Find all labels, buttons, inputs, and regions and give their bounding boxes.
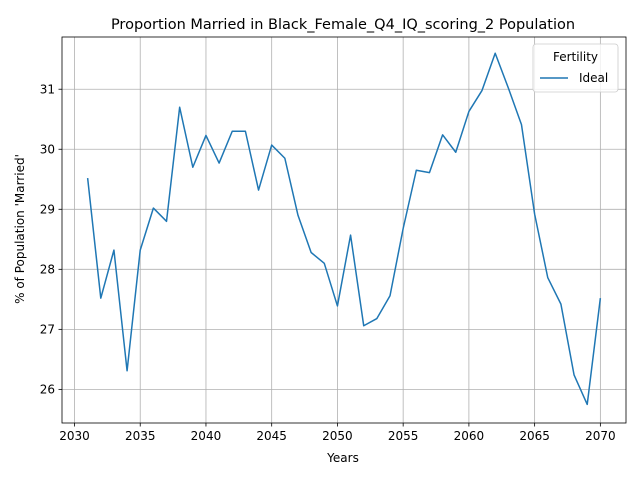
y-axis-label: % of Population 'Married': [13, 154, 27, 304]
x-tick-label: 2035: [125, 429, 156, 443]
x-tick-label: 2030: [59, 429, 90, 443]
x-tick-label: 2070: [585, 429, 616, 443]
x-tick-label: 2065: [519, 429, 550, 443]
x-tick-label: 2055: [388, 429, 419, 443]
x-axis-ticks: 2030 2035 2040 2045 2050 2055 2060 2065 2070: [59, 423, 616, 443]
x-tick-label: 2045: [256, 429, 287, 443]
y-axis-ticks: 26 27 28 29 30 31: [40, 83, 62, 397]
y-tick-label: 29: [40, 203, 55, 217]
legend-box: [532, 43, 619, 93]
plot-frame: [61, 36, 627, 424]
x-axis-label: Years: [326, 451, 359, 465]
y-tick-label: 27: [40, 323, 55, 337]
legend-entry-ideal: Ideal: [579, 71, 608, 85]
y-tick-label: 31: [40, 83, 55, 97]
legend-title: Fertility: [553, 50, 598, 64]
x-tick-label: 2040: [191, 429, 222, 443]
y-tick-label: 28: [40, 263, 55, 277]
chart-title: Proportion Married in Black_Female_Q4_IQ…: [111, 17, 575, 33]
x-tick-label: 2050: [322, 429, 353, 443]
legend: Fertility Ideal: [532, 43, 619, 93]
y-tick-label: 30: [40, 143, 55, 157]
y-tick-label: 26: [40, 383, 55, 397]
series-line-ideal: [86, 52, 602, 406]
x-tick-label: 2060: [454, 429, 485, 443]
series-lines: [86, 52, 602, 406]
